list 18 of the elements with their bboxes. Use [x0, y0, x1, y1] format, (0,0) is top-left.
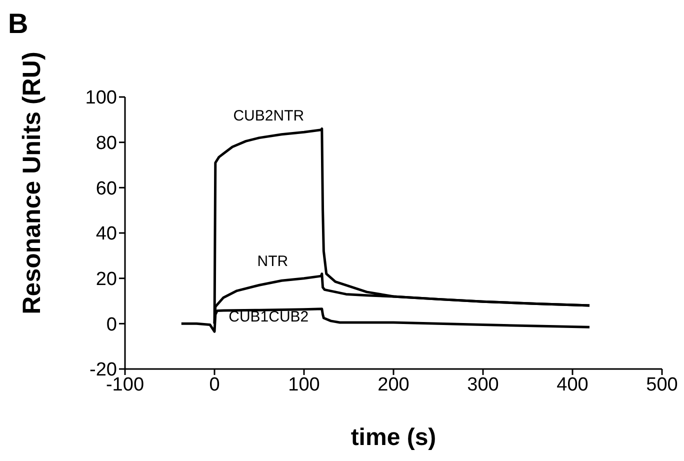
x-tick-label: 0	[209, 374, 220, 396]
x-tick-label: 500	[646, 374, 678, 396]
y-axis-title: Resonance Units (RU)	[18, 52, 46, 314]
series-label: NTR	[257, 252, 288, 270]
series-label: CUB1CUB2	[228, 308, 309, 326]
chart-title: B	[8, 8, 28, 40]
y-tick-label: 80	[96, 133, 117, 154]
y-tick-label: 60	[96, 178, 117, 200]
series-label: CUB2NTR	[233, 108, 304, 125]
x-tick-label: 200	[378, 374, 410, 396]
y-tick-label: 100	[85, 88, 117, 109]
x-axis-title: time (s)	[350, 424, 436, 451]
x-tick-label: 400	[556, 374, 588, 396]
y-tick-label: 0	[106, 314, 117, 336]
y-tick-label: 40	[96, 224, 117, 245]
x-tick-label: 300	[467, 374, 499, 396]
y-tick-label: 20	[96, 269, 117, 290]
x-tick-label: 100	[288, 374, 320, 396]
